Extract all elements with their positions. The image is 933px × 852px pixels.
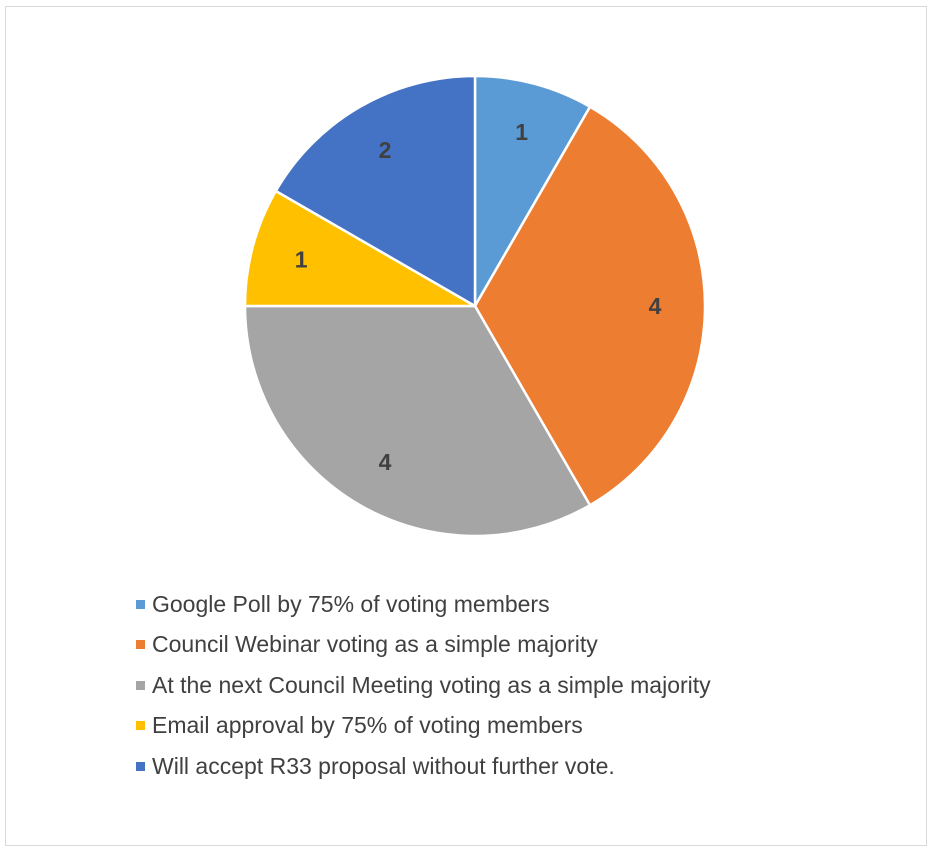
legend-swatch <box>136 640 145 650</box>
legend-label: Email approval by 75% of voting members <box>152 712 583 739</box>
legend-swatch <box>136 721 145 731</box>
slice-council-webinar <box>473 105 707 507</box>
data-label: 4 <box>649 293 662 319</box>
legend-item-accept-r33: Will accept R33 proposal without further… <box>136 746 711 787</box>
slice-google-poll <box>473 74 592 308</box>
legend-label: At the next Council Meeting voting as a … <box>152 671 711 698</box>
legend-swatch <box>136 680 145 690</box>
data-label: 4 <box>379 449 392 475</box>
pie-data-labels: 1 4 4 1 2 <box>295 119 662 475</box>
legend-label: Google Poll by 75% of voting members <box>152 590 550 617</box>
data-label: 2 <box>379 137 392 163</box>
legend-swatch <box>136 599 145 609</box>
legend-swatch <box>136 761 145 771</box>
legend-item-council-webinar: Council Webinar voting as a simple major… <box>136 625 711 666</box>
slice-email-approval <box>243 189 477 308</box>
slice-accept-r33 <box>274 74 477 308</box>
legend-label: Council Webinar voting as a simple major… <box>152 631 598 658</box>
pie-slices <box>243 74 707 538</box>
pie-chart: 1 4 4 1 2 <box>243 74 707 538</box>
legend-item-email-approval: Email approval by 75% of voting members <box>136 706 711 747</box>
chart-area: 1 4 4 1 2 Google Poll by 75% of voting membe… <box>5 6 927 846</box>
legend-label: Will accept R33 proposal without further… <box>152 752 615 779</box>
legend-item-next-council-meeting: At the next Council Meeting voting as a … <box>136 665 711 706</box>
legend-item-google-poll: Google Poll by 75% of voting members <box>136 584 711 625</box>
slice-next-council-meeting <box>243 304 592 538</box>
legend: Google Poll by 75% of voting members Cou… <box>136 584 711 787</box>
data-label: 1 <box>295 246 308 272</box>
data-label: 1 <box>515 119 528 145</box>
